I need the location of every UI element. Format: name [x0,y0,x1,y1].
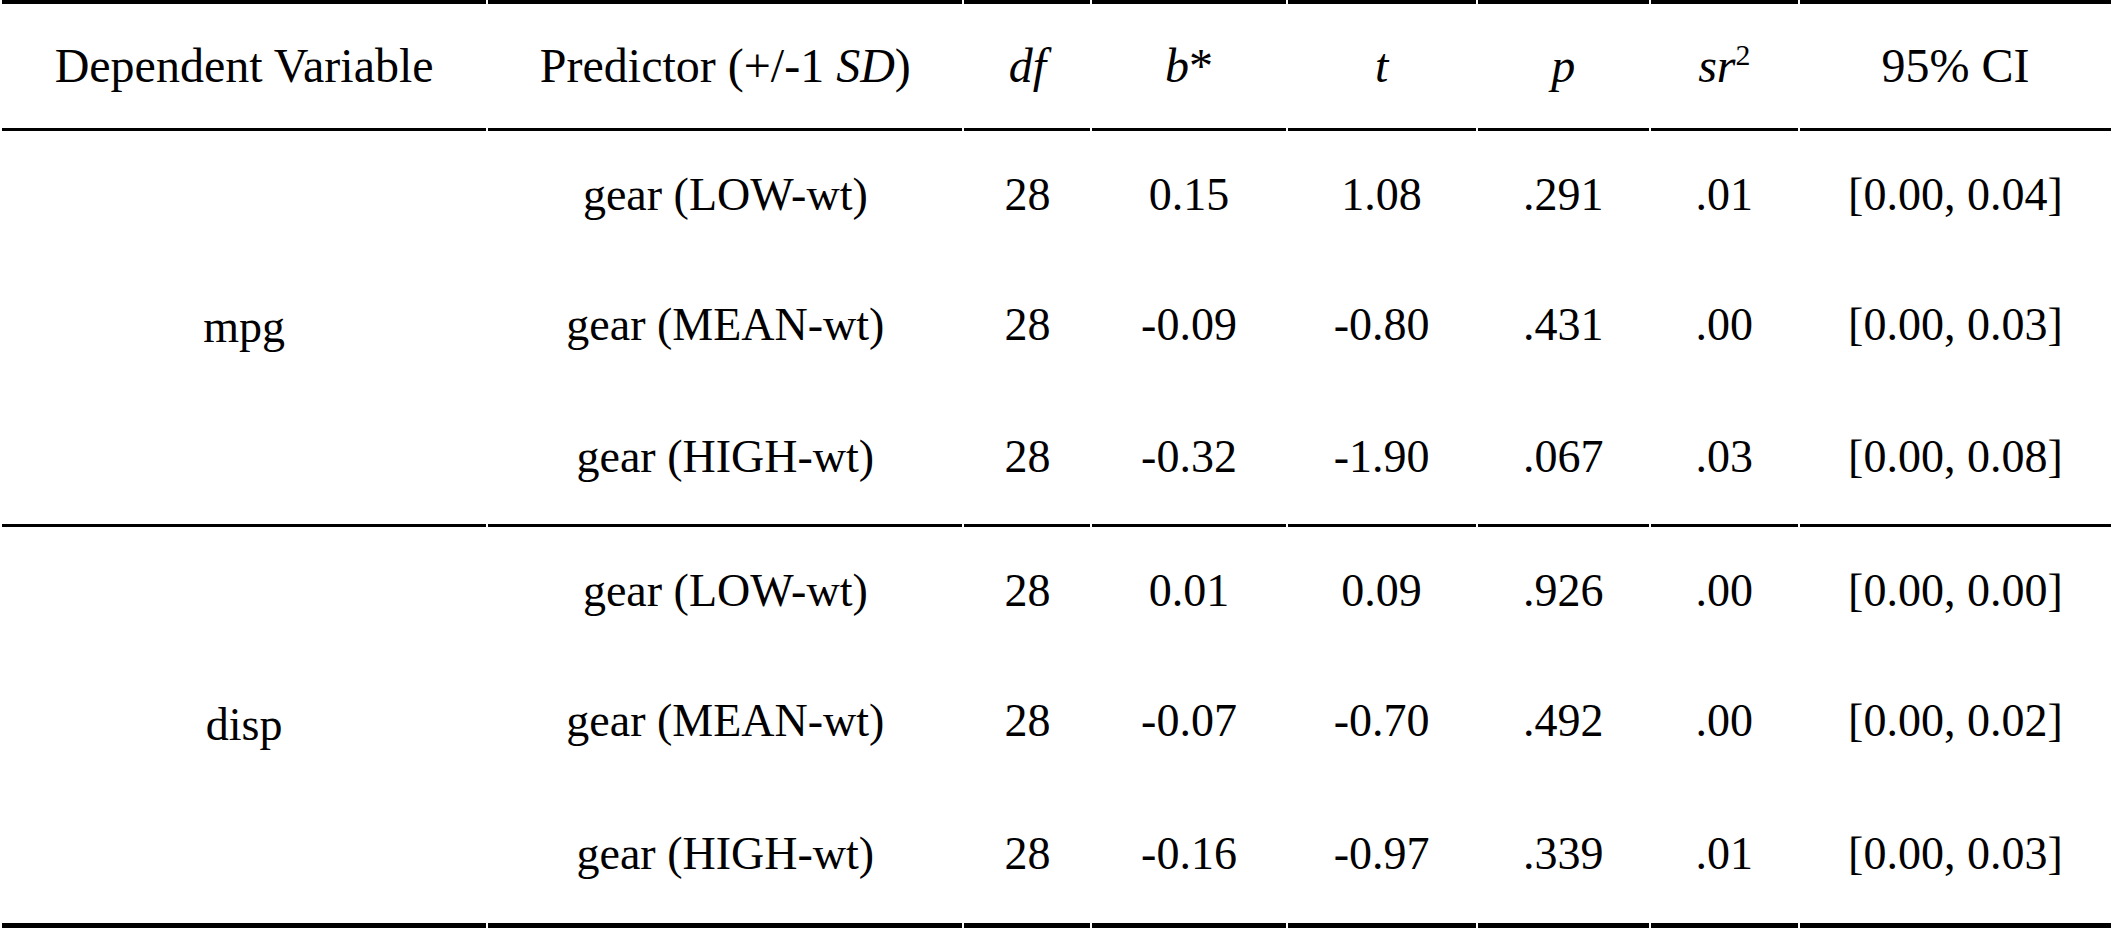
cell-b: -0.07 [1092,656,1285,785]
dependent-variable-mpg: mpg [2,131,486,527]
cell-t: 1.08 [1288,131,1476,260]
cell-ci: [0.00, 0.02] [1800,656,2111,785]
cell-ci: [0.00, 0.08] [1800,390,2111,527]
cell-b: 0.15 [1092,131,1285,260]
cell-p: .926 [1478,527,1649,656]
cell-predictor: gear (MEAN-wt) [488,656,962,785]
cell-t: -0.80 [1288,260,1476,389]
header-dependent-variable: Dependent Variable [2,0,486,131]
page: Dependent Variable Predictor (+/-1 SD) d… [0,0,2113,928]
header-p-label: p [1551,39,1575,92]
header-predictor: Predictor (+/-1 SD) [488,0,962,131]
cell-predictor: gear (MEAN-wt) [488,260,962,389]
header-df: df [964,0,1090,131]
header-predictor-prefix: Predictor (+/-1 [540,39,836,92]
cell-p: .431 [1478,260,1649,389]
cell-b: 0.01 [1092,527,1285,656]
cell-predictor: gear (LOW-wt) [488,527,962,656]
cell-sr2: .01 [1651,131,1798,260]
header-ci-label: 95% CI [1881,39,2029,92]
cell-p: .067 [1478,390,1649,527]
cell-df: 28 [964,786,1090,928]
cell-ci: [0.00, 0.00] [1800,527,2111,656]
cell-t: -0.70 [1288,656,1476,785]
header-t-label: t [1375,39,1388,92]
cell-df: 28 [964,390,1090,527]
cell-df: 28 [964,527,1090,656]
header-dependent-variable-label: Dependent Variable [55,39,434,92]
cell-t: 0.09 [1288,527,1476,656]
cell-sr2: .01 [1651,786,1798,928]
header-predictor-suffix: ) [895,39,911,92]
cell-df: 28 [964,656,1090,785]
cell-sr2: .00 [1651,527,1798,656]
table-row: mpg gear (LOW-wt) 28 0.15 1.08 .291 .01 … [2,131,2111,260]
header-b-label: b [1165,39,1189,92]
cell-b: -0.16 [1092,786,1285,928]
header-row: Dependent Variable Predictor (+/-1 SD) d… [2,0,2111,131]
cell-p: .492 [1478,656,1649,785]
dependent-variable-disp: disp [2,527,486,928]
cell-predictor: gear (HIGH-wt) [488,390,962,527]
cell-p: .291 [1478,131,1649,260]
cell-sr2: .00 [1651,656,1798,785]
cell-df: 28 [964,260,1090,389]
cell-t: -1.90 [1288,390,1476,527]
cell-b: -0.09 [1092,260,1285,389]
cell-ci: [0.00, 0.03] [1800,260,2111,389]
cell-t: -0.97 [1288,786,1476,928]
cell-ci: [0.00, 0.04] [1800,131,2111,260]
cell-b: -0.32 [1092,390,1285,527]
header-b-asterisk: * [1189,39,1213,92]
header-predictor-sd: SD [836,39,895,92]
table-row: disp gear (LOW-wt) 28 0.01 0.09 .926 .00… [2,527,2111,656]
header-df-label: df [1009,39,1046,92]
cell-ci: [0.00, 0.03] [1800,786,2111,928]
header-b-star: b* [1092,0,1285,131]
cell-sr2: .03 [1651,390,1798,527]
cell-predictor: gear (LOW-wt) [488,131,962,260]
header-p: p [1478,0,1649,131]
header-t: t [1288,0,1476,131]
cell-df: 28 [964,131,1090,260]
cell-predictor: gear (HIGH-wt) [488,786,962,928]
cell-p: .339 [1478,786,1649,928]
cell-sr2: .00 [1651,260,1798,389]
header-ci: 95% CI [1800,0,2111,131]
regression-table: Dependent Variable Predictor (+/-1 SD) d… [0,0,2113,928]
header-sr-superscript: 2 [1735,38,1750,71]
header-sr-label: sr [1698,39,1735,92]
header-sr2: sr2 [1651,0,1798,131]
